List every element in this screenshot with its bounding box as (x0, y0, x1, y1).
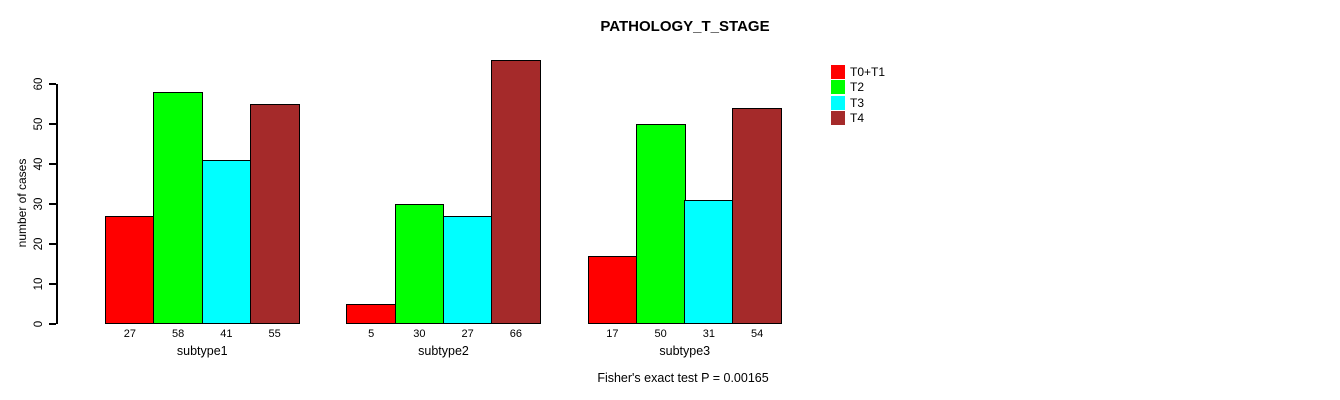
y-tick (49, 163, 56, 165)
legend-label: T4 (850, 111, 865, 126)
bar (201, 160, 252, 324)
category-label: subtype1 (176, 344, 228, 358)
bar (491, 60, 541, 324)
bar (732, 108, 782, 324)
legend-color-swatch (831, 95, 845, 110)
legend-label: T0+T1 (850, 65, 886, 79)
bar-value-label: 31 (702, 328, 715, 340)
bar-value-label: 58 (172, 328, 185, 340)
legend-color-swatch (831, 65, 845, 79)
y-axis-line (56, 84, 58, 324)
bar-value-label: 30 (413, 328, 426, 340)
bar (684, 200, 734, 324)
legend-label: T3 (850, 95, 865, 110)
y-tick-label: 60 (33, 77, 45, 91)
y-tick (49, 83, 56, 85)
category-label: subtype2 (418, 344, 469, 358)
y-tick-label: 20 (33, 237, 45, 251)
bar (249, 104, 300, 324)
y-axis-label: number of cases (15, 158, 29, 248)
y-tick (49, 203, 56, 205)
y-tick-label: 30 (33, 197, 45, 211)
y-tick-label: 50 (33, 117, 45, 131)
y-tick-label: 10 (33, 277, 45, 291)
bar-value-label: 50 (654, 328, 667, 340)
bar (635, 124, 686, 324)
category-label: subtype3 (659, 344, 711, 358)
legend-label: T2 (850, 80, 865, 95)
legend-color-swatch (831, 80, 845, 95)
y-tick (49, 123, 56, 125)
bar-value-label: 41 (220, 328, 233, 340)
y-tick (49, 243, 56, 245)
chart-title: PATHOLOGY_T_STAGE (600, 18, 770, 35)
bar-value-label: 54 (751, 328, 764, 340)
y-tick-label: 0 (33, 320, 45, 328)
y-tick (49, 323, 56, 325)
bar-value-label: 27 (123, 328, 136, 340)
annotation-text: Fisher's exact test P = 0.00165 (597, 371, 769, 385)
y-tick (49, 283, 56, 285)
bar (346, 304, 396, 324)
bar-value-label: 27 (461, 328, 474, 340)
bar-value-label: 66 (509, 328, 522, 340)
bar (587, 256, 638, 324)
bar-value-label: 5 (368, 328, 375, 340)
bar (394, 204, 445, 324)
legend-color-swatch (831, 111, 845, 126)
y-tick-label: 40 (33, 157, 45, 171)
bar-value-label: 17 (606, 328, 619, 340)
bar (153, 92, 203, 324)
bar (105, 216, 155, 324)
bar (442, 216, 493, 324)
bar-value-label: 55 (268, 328, 281, 340)
